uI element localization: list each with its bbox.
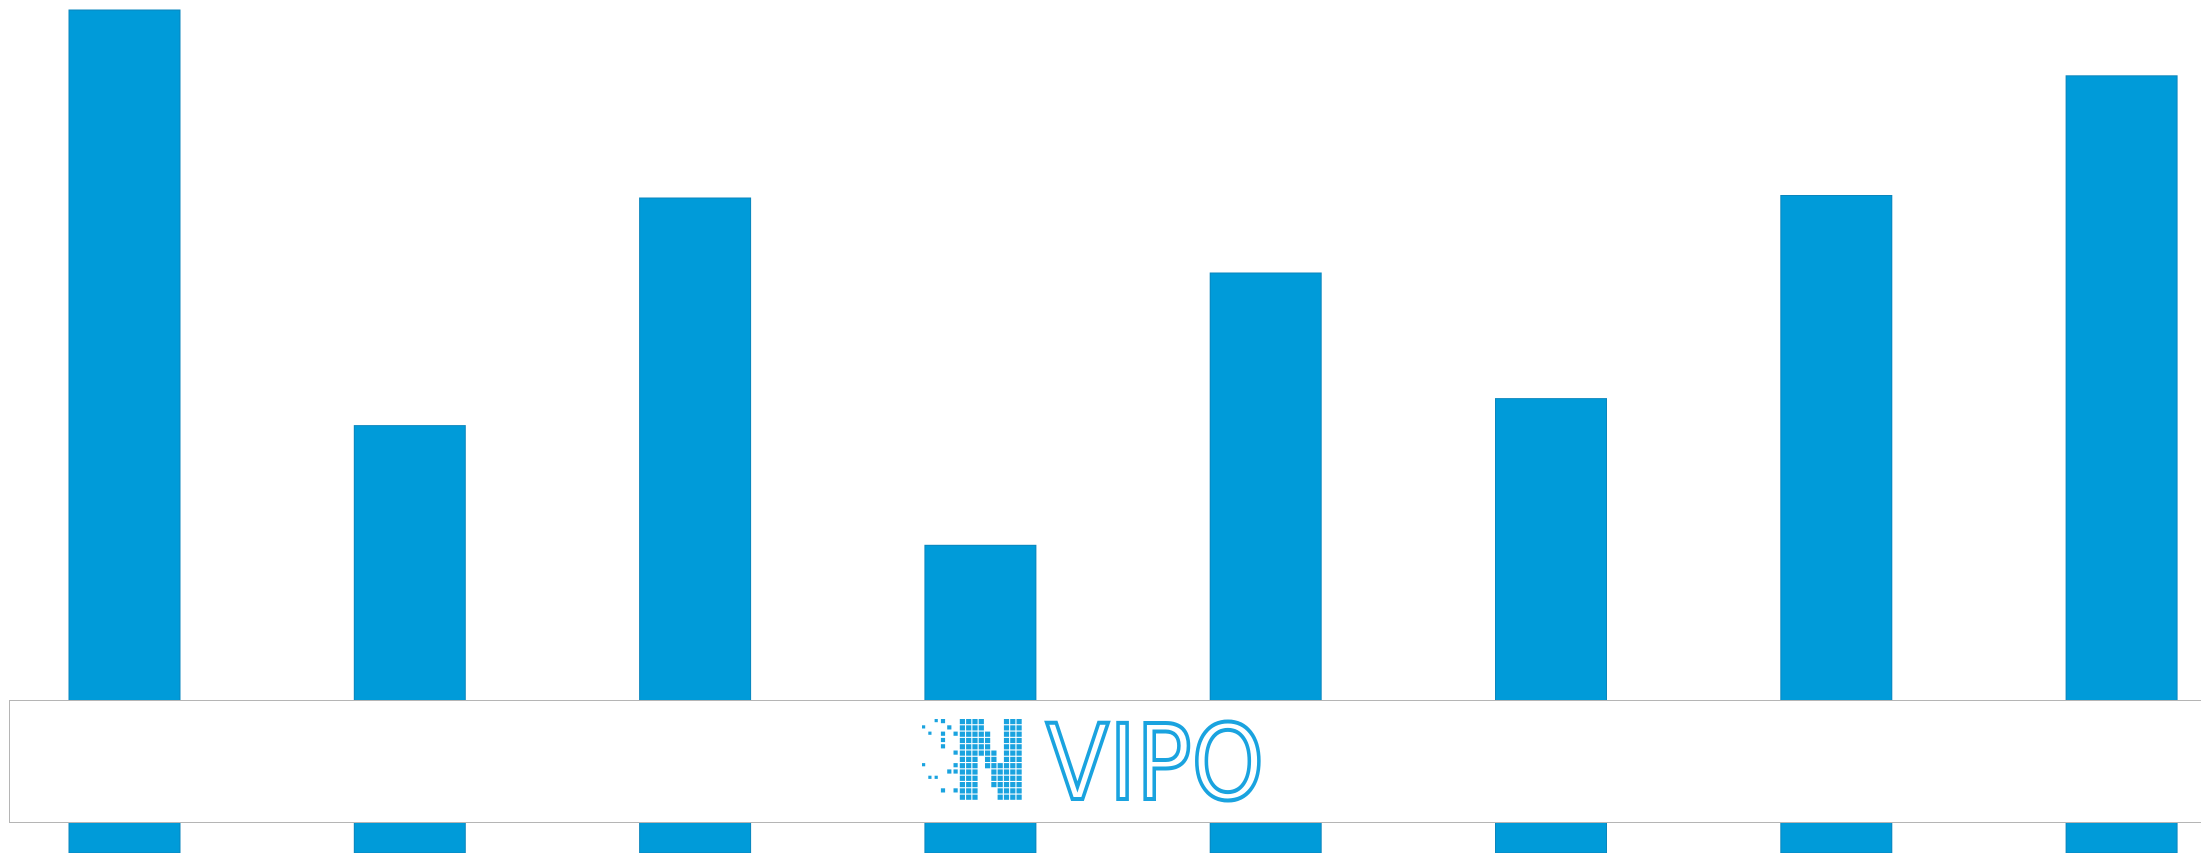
vipo-logo: VIPO — [922, 719, 1266, 809]
dotted-n-icon — [922, 719, 1022, 800]
brand-wordmark: VIPO — [1046, 719, 1264, 809]
logo-banner: VIPO — [9, 700, 2201, 823]
